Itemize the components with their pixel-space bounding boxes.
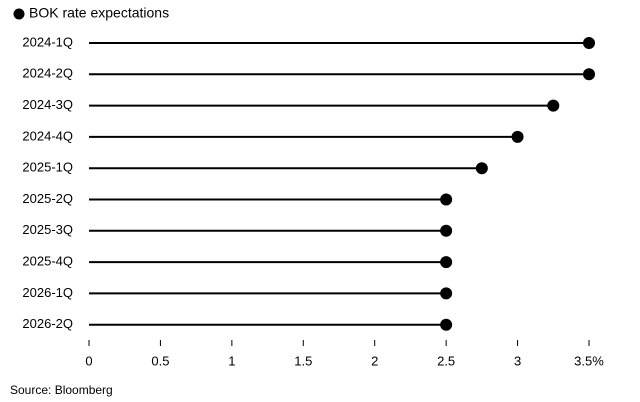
- y-tick-label: 2025-4Q: [22, 254, 73, 269]
- source: Source: Bloomberg: [10, 383, 113, 397]
- x-tick-label: 2: [371, 353, 378, 368]
- x-tick-label: 3: [514, 353, 521, 368]
- x-tick-label: 2.5: [437, 353, 455, 368]
- dot: [440, 224, 453, 237]
- y-tick-label: 2025-2Q: [22, 191, 73, 206]
- dot: [440, 287, 453, 300]
- y-tick-label: 2024-4Q: [22, 128, 73, 143]
- x-tick-label: 0: [85, 353, 92, 368]
- x-tick-label: 0.5: [151, 353, 169, 368]
- y-tick-label: 2024-1Q: [22, 34, 73, 49]
- dot: [440, 193, 453, 206]
- dot: [547, 99, 560, 112]
- y-tick-label: 2024-2Q: [22, 66, 73, 81]
- dot: [440, 256, 453, 269]
- dot: [583, 68, 595, 81]
- dot: [475, 162, 488, 175]
- legend-swatch: [13, 8, 25, 20]
- dot: [511, 130, 524, 143]
- dot: [440, 318, 453, 331]
- x-tick-label: 3.5%: [574, 353, 604, 368]
- y-tick-label: 2025-3Q: [22, 222, 73, 237]
- y-tick-label: 2026-2Q: [22, 316, 73, 331]
- legend-label: BOK rate expectations: [29, 5, 169, 21]
- y-tick-label: 2025-1Q: [22, 160, 73, 175]
- x-tick-label: 1.5: [294, 353, 312, 368]
- x-tick-label: 1: [228, 353, 235, 368]
- dot: [583, 37, 595, 49]
- y-tick-label: 2026-1Q: [22, 285, 73, 300]
- y-tick-label: 2024-3Q: [22, 97, 73, 112]
